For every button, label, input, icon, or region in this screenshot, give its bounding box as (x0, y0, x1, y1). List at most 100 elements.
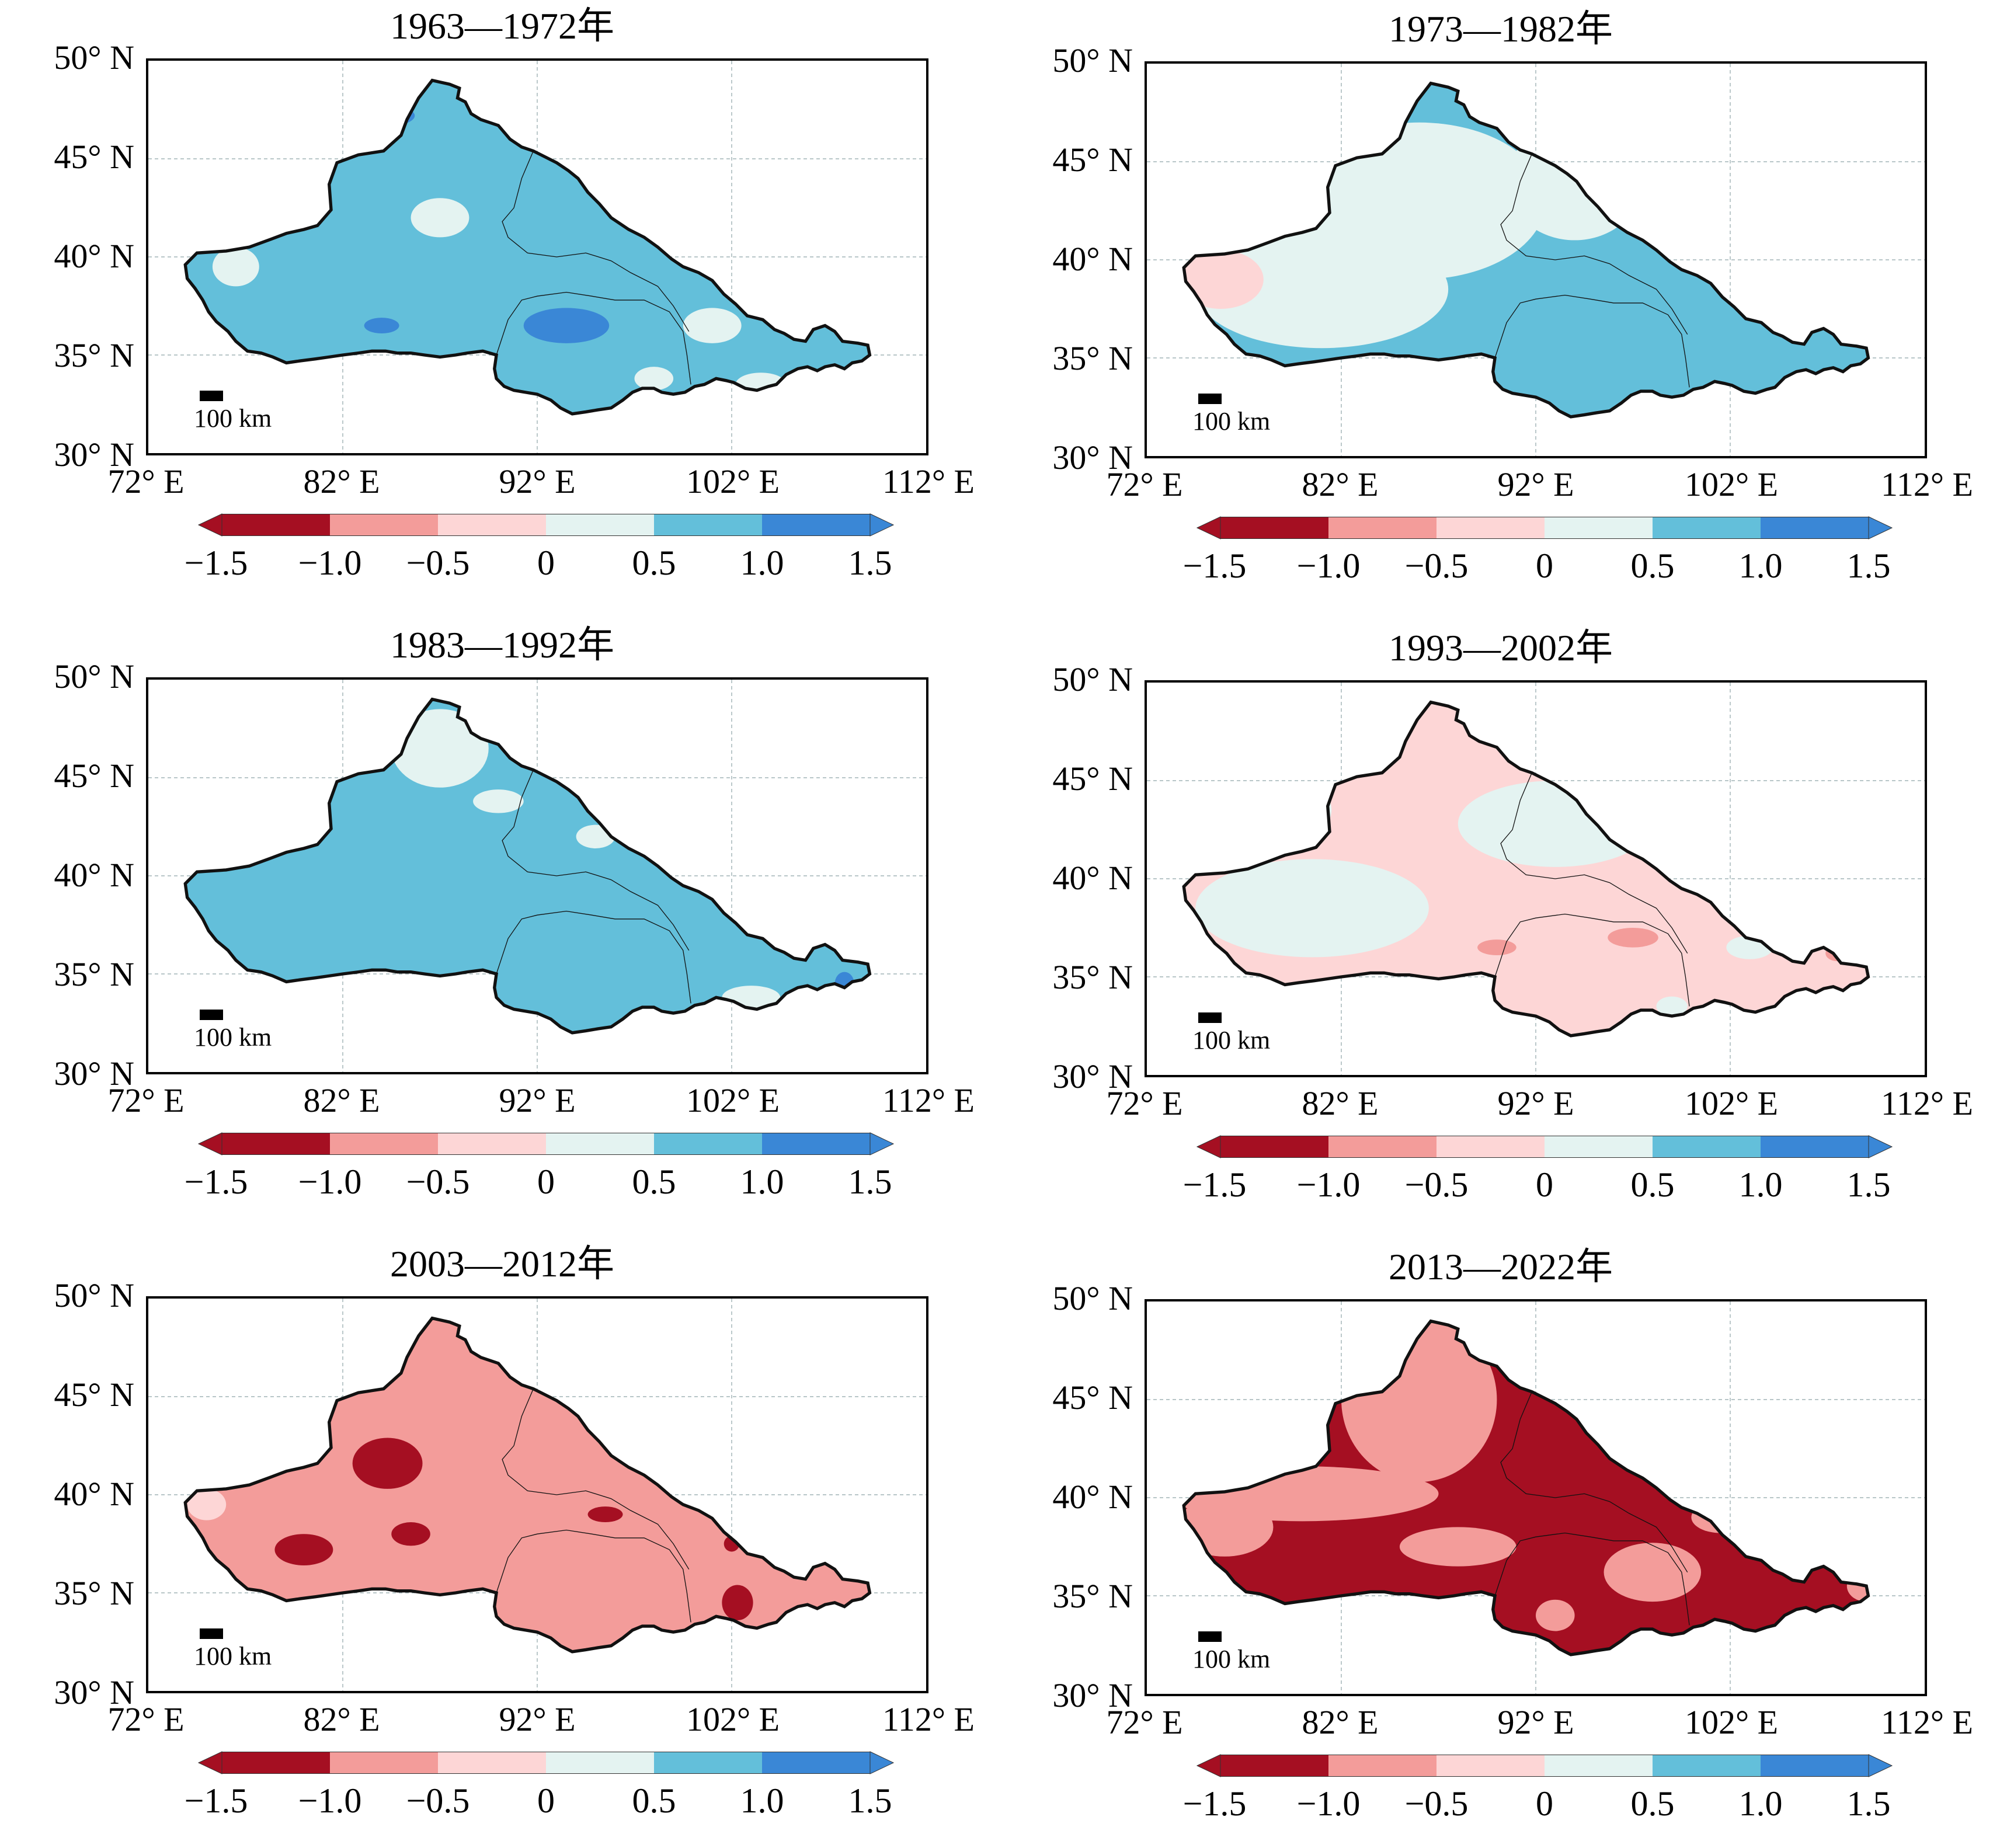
map-plot-area: 100 km (146, 58, 928, 455)
map-panel-1993-2002: 1993—2002年 100 km 50° N 45° N 40° N 35° N 30°… (1004, 622, 1997, 1229)
anomaly-patch (1656, 996, 1688, 1017)
colorbar-tick-label: 1.5 (848, 544, 892, 582)
colorbar-segment (762, 1752, 871, 1774)
colorbar-segment (438, 1133, 547, 1155)
colorbar-extend-min (1196, 516, 1221, 540)
lat-tick-label: 40° N (1052, 240, 1133, 278)
lat-tick-label: 50° N (1052, 41, 1133, 79)
colorbar-segment (1328, 517, 1437, 539)
colorbar-tick-label: −1.0 (1296, 1165, 1361, 1204)
lon-tick-label: 82° E (1302, 465, 1379, 503)
colorbar-tick-label: 0.5 (1630, 547, 1675, 585)
anomaly-patch (1195, 230, 1449, 349)
colorbar-tick-label: −1.0 (298, 544, 362, 582)
colorbar-svg (197, 1751, 895, 1774)
lon-tick-label: 102° E (686, 1700, 780, 1738)
lon-tick-label: 102° E (686, 1081, 780, 1119)
colorbar-svg (197, 1132, 895, 1156)
scale-bar-line (1198, 1012, 1222, 1023)
anomaly-patch (1604, 1543, 1702, 1602)
anomaly-patch (634, 367, 674, 391)
lon-tick-label: 72° E (1106, 1084, 1183, 1122)
colorbar-segment (1761, 517, 1869, 539)
colorbar-tick-label: 0.5 (632, 1781, 676, 1820)
colorbar (1196, 516, 1893, 540)
map-svg (148, 680, 926, 1072)
map-panel-1983-1992: 1983—1992年 100 km 50° N 45° N 40° N 35° N 30°… (6, 619, 999, 1226)
colorbar-segment (222, 514, 331, 536)
lat-tick-label: 50° N (1052, 660, 1133, 698)
colorbar-tick-label: 1.5 (1846, 547, 1891, 585)
colorbar-segment (222, 1133, 331, 1155)
lat-tick-label: 45° N (1052, 141, 1133, 179)
colorbar-segment (546, 1752, 655, 1774)
lon-tick-label: 102° E (1684, 465, 1779, 503)
scale-bar-label: 100 km (1192, 407, 1271, 436)
lat-tick-label: 40° N (1052, 859, 1133, 897)
colorbar-svg (1196, 516, 1893, 540)
lon-tick-label: 72° E (107, 462, 185, 500)
colorbar-segment (1436, 1755, 1545, 1777)
lon-tick-label: 112° E (1881, 465, 1973, 503)
colorbar-tick-label: −0.5 (1404, 1165, 1469, 1204)
colorbar-tick-label: −1.0 (1296, 1784, 1361, 1823)
lon-tick-label: 112° E (882, 1081, 975, 1119)
map-panel-2003-2012: 2003—2012年 100 km 50° N 45° N 40° N 35° N 30°… (6, 1238, 999, 1845)
colorbar-tick-label: 0.5 (1630, 1784, 1675, 1823)
lat-tick-label: 50° N (54, 39, 134, 76)
colorbar-svg (1196, 1135, 1893, 1158)
colorbar-tick-label: −0.5 (406, 1163, 470, 1201)
map-panel-1973-1982: 1973—1982年 100 km 50° N 45° N 40° N 35° N 30°… (1004, 3, 1997, 610)
colorbar-segment (1220, 1136, 1329, 1158)
province-boundaries (496, 1389, 691, 1623)
province-boundaries (496, 770, 691, 1004)
colorbar-tick-label: 1.5 (1846, 1165, 1891, 1204)
panel-title: 2003—2012年 (390, 1243, 614, 1285)
lat-tick-label: 45° N (54, 138, 134, 176)
lon-tick-label: 72° E (1106, 1703, 1183, 1741)
lon-tick-label: 102° E (686, 462, 780, 500)
map-plot-area: 100 km (146, 677, 928, 1074)
colorbar-tick-label: −1.5 (184, 1781, 248, 1820)
anomaly-patch (1458, 781, 1653, 867)
colorbar-segment (438, 1752, 547, 1774)
colorbar-tick-label: 1.0 (740, 1781, 784, 1820)
colorbar-tick-label: 1.0 (1738, 1784, 1783, 1823)
anomaly-patch (274, 771, 314, 803)
colorbar-segment (654, 1752, 763, 1774)
colorbar-border (221, 1133, 871, 1155)
colorbar (197, 513, 895, 537)
colorbar-tick-label: 1.0 (1738, 1165, 1783, 1204)
anomaly-patch (523, 308, 610, 343)
lat-tick-label: 35° N (54, 955, 134, 993)
colorbar-extend-max (869, 1751, 895, 1774)
colorbar-segment (1761, 1136, 1869, 1158)
map-panel-2013-2022: 2013—2022年 100 km 50° N 45° N 40° N 35° N 30°… (1004, 1241, 1997, 1848)
anomaly-patch (187, 1488, 227, 1520)
panel-title: 2013—2022年 (1389, 1246, 1613, 1287)
map-svg (148, 1299, 926, 1691)
scale-bar-line (200, 1628, 223, 1639)
colorbar-tick-label: −1.0 (1296, 547, 1361, 585)
anomaly-patch (1608, 928, 1658, 948)
lon-tick-label: 82° E (303, 1081, 380, 1119)
lon-tick-label: 112° E (882, 1700, 975, 1738)
colorbar-tick-label: 0 (537, 1163, 555, 1201)
lat-tick-label: 40° N (1052, 1478, 1133, 1516)
colorbar-tick-label: 0 (1536, 1784, 1553, 1823)
anomaly-patch (587, 1506, 623, 1523)
colorbar-tick-label: 1.5 (848, 1781, 892, 1820)
colorbar-tick-label: 0 (537, 544, 555, 582)
panel-title: 1993—2002年 (1389, 627, 1613, 669)
anomaly-patch (1477, 939, 1516, 956)
colorbar-extend-max (1868, 1754, 1893, 1777)
province-boundaries (496, 151, 691, 385)
colorbar-segment (654, 514, 763, 536)
lat-tick-label: 35° N (1052, 339, 1133, 377)
scale-bar-label: 100 km (1192, 1026, 1271, 1054)
map-plot-area: 100 km (146, 1296, 928, 1693)
colorbar-border (1220, 1755, 1869, 1777)
colorbar-segment (762, 514, 871, 536)
lat-tick-label: 30° N (1052, 438, 1133, 476)
map-svg (1147, 1301, 1925, 1694)
